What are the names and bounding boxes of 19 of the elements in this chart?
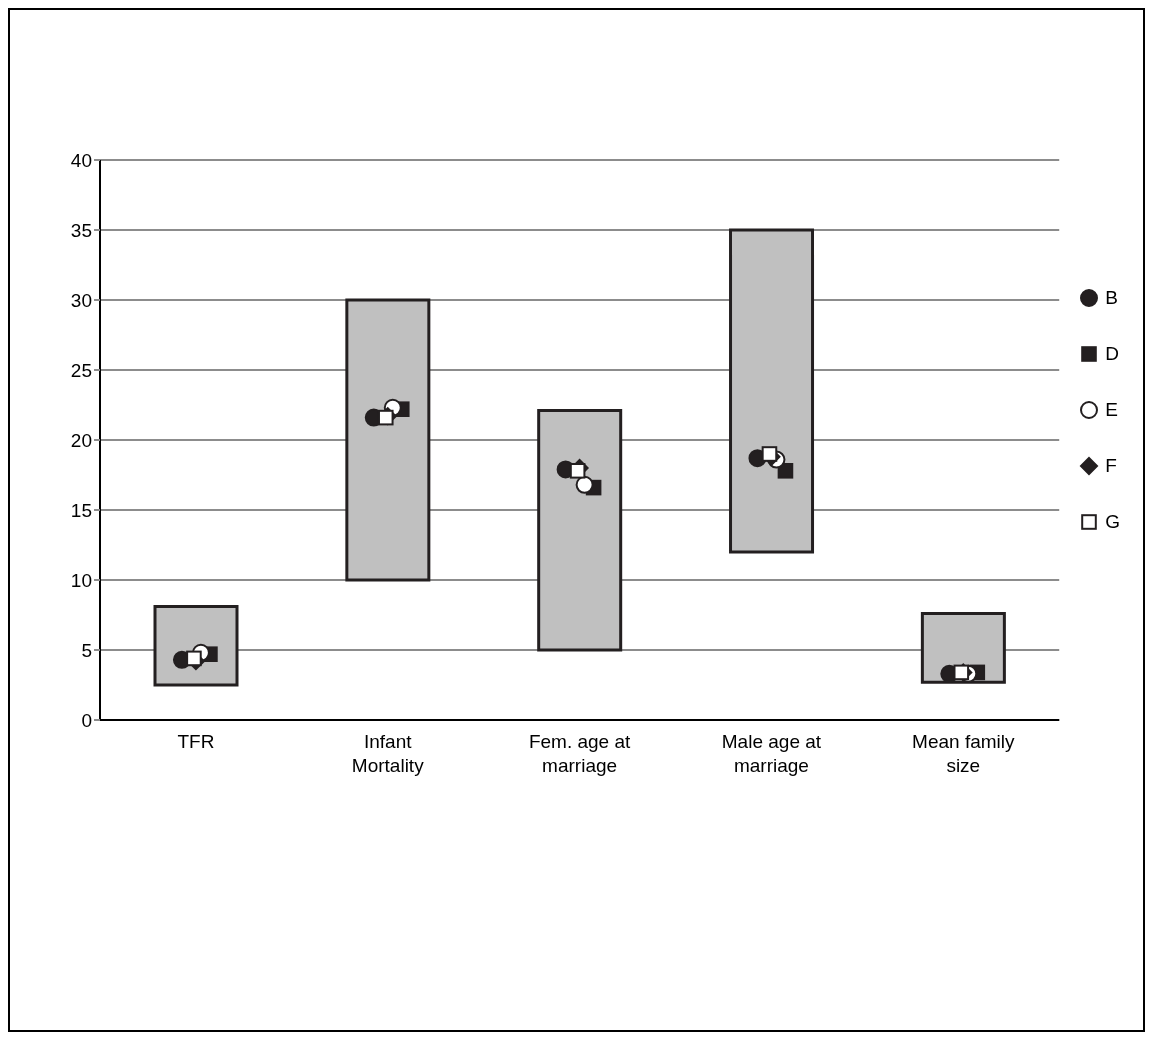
y-tick-label: 15 <box>70 499 92 521</box>
legend-label: F <box>1105 455 1117 477</box>
y-tick-label: 20 <box>70 429 92 451</box>
legend-label: B <box>1105 287 1118 309</box>
legend-label: G <box>1105 511 1120 533</box>
y-tick-label: 5 <box>81 639 92 661</box>
y-tick-label: 35 <box>70 219 92 241</box>
x-tick-label: Infant Mortality <box>351 731 425 776</box>
legend-label: E <box>1105 399 1118 421</box>
y-tick-label: 10 <box>70 569 92 591</box>
y-tick-label: 30 <box>70 289 92 311</box>
y-tick-label: 25 <box>70 359 92 381</box>
x-tick-label: Mean family size <box>912 731 1016 776</box>
legend-label: D <box>1105 343 1119 365</box>
y-tick-label: 40 <box>70 149 92 171</box>
x-tick-label: Fem. age at marriage <box>528 731 632 776</box>
x-tick-label: Male age at marriage <box>721 731 822 776</box>
x-tick-label: TFR <box>177 731 215 752</box>
y-tick-label: 0 <box>81 709 92 731</box>
